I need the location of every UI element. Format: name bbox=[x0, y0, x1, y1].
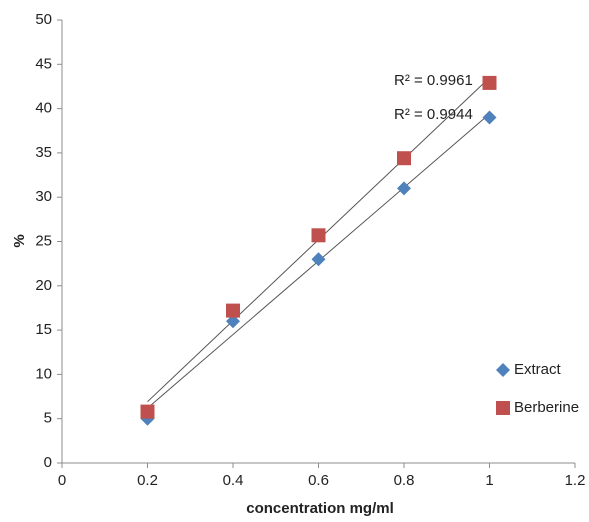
legend-label: Berberine bbox=[514, 399, 579, 416]
diamond-marker bbox=[397, 181, 411, 196]
square-marker bbox=[226, 303, 240, 318]
x-tick-label: 0 bbox=[58, 472, 66, 489]
y-tick-label: 5 bbox=[44, 410, 52, 427]
x-axis-label: concentration mg/ml bbox=[246, 500, 394, 517]
y-tick-label: 10 bbox=[35, 365, 52, 382]
y-tick-label: 15 bbox=[35, 321, 52, 338]
y-tick-label: 50 bbox=[35, 11, 52, 28]
x-tick-label: 0.8 bbox=[394, 472, 415, 489]
legend-label: Extract bbox=[514, 361, 562, 378]
square-marker bbox=[496, 401, 510, 415]
square-marker bbox=[397, 151, 411, 166]
square-marker bbox=[311, 228, 326, 243]
y-tick-label: 35 bbox=[35, 144, 52, 161]
y-tick-label: 40 bbox=[35, 100, 52, 117]
diamond-marker bbox=[226, 314, 240, 329]
square-marker bbox=[482, 75, 497, 90]
y-tick-label: 20 bbox=[35, 277, 52, 294]
x-tick-label: 0.6 bbox=[308, 472, 329, 489]
diamond-marker bbox=[311, 252, 326, 267]
r-squared-annotation: R² = 0.9944 bbox=[394, 106, 473, 123]
y-tick-label: 30 bbox=[35, 188, 52, 205]
diamond-marker bbox=[496, 363, 510, 377]
x-tick-label: 1 bbox=[485, 472, 493, 489]
square-marker bbox=[140, 404, 155, 419]
x-tick-label: 0.4 bbox=[223, 472, 244, 489]
r-squared-annotation: R² = 0.9961 bbox=[394, 72, 473, 89]
y-tick-label: 25 bbox=[35, 232, 52, 249]
diamond-marker bbox=[482, 110, 497, 125]
y-tick-label: 45 bbox=[35, 55, 52, 72]
y-axis-label: % bbox=[11, 234, 28, 247]
y-tick-label: 0 bbox=[44, 454, 52, 471]
x-tick-label: 1.2 bbox=[565, 472, 586, 489]
x-tick-label: 0.2 bbox=[137, 472, 158, 489]
